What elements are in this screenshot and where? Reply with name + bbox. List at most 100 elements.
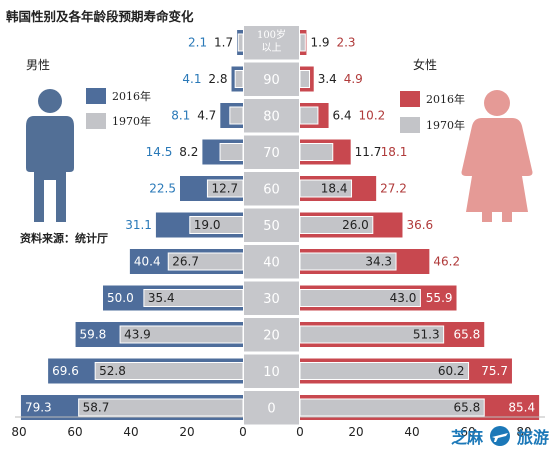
legend-label-female-2016: 2016年 — [426, 93, 465, 106]
male-figure-icon — [26, 89, 74, 222]
bar-female-1970 — [299, 289, 421, 307]
age-box — [244, 62, 299, 96]
age-box — [244, 26, 299, 60]
value-label-female-2016: 75.7 — [481, 364, 508, 378]
age-label: 10 — [263, 365, 280, 380]
x-tick-right: 0 — [296, 425, 304, 439]
value-label-male-2016: 50.0 — [107, 291, 134, 305]
value-label-female-2016: 18.1 — [381, 145, 408, 159]
x-tick-right: 20 — [348, 425, 363, 439]
value-label-female-1970: 51.3 — [413, 328, 440, 342]
value-label-male-2016: 8.1 — [171, 109, 190, 123]
value-label-male-2016: 69.6 — [52, 364, 79, 378]
age-label: 0 — [267, 402, 275, 417]
female-figure-icon — [461, 90, 533, 222]
value-label-male-1970: 43.9 — [124, 328, 151, 342]
bar-male-1970 — [234, 70, 244, 88]
value-label-male-2016: 40.4 — [134, 255, 161, 269]
value-label-male-1970: 26.7 — [172, 255, 199, 269]
value-label-female-2016: 55.9 — [426, 291, 453, 305]
value-label-female-2016: 46.2 — [433, 255, 460, 269]
value-label-female-1970: 6.4 — [333, 109, 352, 123]
bar-male-1970 — [143, 289, 244, 307]
value-label-female-2016: 27.2 — [380, 182, 407, 196]
value-label-male-1970: 19.0 — [194, 218, 221, 232]
value-label-female-1970: 34.3 — [365, 255, 392, 269]
value-label-female-1970: 11.7 — [355, 145, 382, 159]
bar-female-1970 — [299, 70, 311, 88]
legend-item-female-2016: 2016年 — [400, 91, 465, 107]
age-box — [244, 354, 299, 388]
legend-swatch-male-1970 — [86, 113, 106, 129]
age-box — [244, 172, 299, 206]
value-label-male-1970: 4.7 — [197, 109, 216, 123]
bar-male-1970 — [94, 362, 244, 380]
bar-female-1970 — [299, 398, 485, 417]
bar-male-1970 — [189, 216, 244, 234]
legend-swatch-male-2016 — [86, 88, 106, 104]
bar-male-1970 — [119, 325, 244, 344]
bar-female-1970 — [299, 216, 374, 234]
bar-male-1970 — [206, 179, 244, 198]
bar-female-1970 — [299, 179, 353, 198]
age-label: 30 — [263, 292, 280, 307]
value-label-female-2016: 4.9 — [344, 72, 363, 86]
age-box — [244, 135, 299, 169]
value-label-male-2016: 59.8 — [80, 328, 107, 342]
bar-female-1970 — [299, 252, 397, 271]
bar-female-1970 — [299, 106, 319, 125]
legend-label-male-2016: 2016年 — [112, 90, 151, 103]
x-tick-left: 20 — [179, 425, 194, 439]
bar-female-1970 — [299, 33, 306, 52]
chart-title: 韩国性别及各年龄段预期寿命变化 — [6, 9, 194, 24]
value-label-female-1970: 18.4 — [321, 182, 348, 196]
male-label: 男性 — [26, 58, 51, 72]
bar-female-1970 — [299, 143, 334, 161]
value-label-female-2016: 36.6 — [406, 218, 433, 232]
value-label-male-2016: 14.5 — [146, 145, 173, 159]
value-label-male-2016: 31.1 — [125, 218, 152, 232]
value-label-male-1970: 2.8 — [208, 72, 227, 86]
legend-label-female-1970: 1970年 — [426, 119, 465, 132]
age-box — [244, 99, 299, 133]
value-label-female-1970: 43.0 — [390, 291, 417, 305]
watermark-text-left: 芝麻 — [450, 428, 483, 447]
age-label: 40 — [263, 256, 280, 271]
value-label-male-1970: 58.7 — [83, 401, 110, 415]
age-box — [244, 208, 299, 242]
value-label-female-1970: 1.9 — [310, 36, 329, 50]
value-label-male-1970: 35.4 — [148, 291, 175, 305]
bar-female-1970 — [299, 362, 470, 380]
female-label: 女性 — [413, 58, 438, 72]
bar-male-1970 — [237, 33, 244, 52]
legend-label-male-1970: 1970年 — [112, 115, 151, 128]
data-source: 资料来源：统计厅 — [20, 232, 108, 245]
watermark-text-right: 旅游 — [516, 428, 549, 447]
legend-item-male-1970: 1970年 — [86, 113, 151, 129]
value-label-male-1970: 12.7 — [211, 182, 238, 196]
value-label-female-1970: 26.0 — [342, 218, 369, 232]
value-label-male-1970: 8.2 — [179, 145, 198, 159]
value-label-male-2016: 4.1 — [182, 72, 201, 86]
bar-male-1970 — [78, 398, 244, 417]
legend-swatch-female-2016 — [400, 91, 420, 107]
bar-male-1970 — [219, 143, 244, 161]
value-label-male-2016: 79.3 — [25, 401, 52, 415]
x-tick-right: 60 — [460, 425, 475, 439]
x-tick-right: 80 — [516, 425, 531, 439]
age-label: 80 — [263, 110, 280, 125]
value-label-female-2016: 10.2 — [359, 109, 386, 123]
age-label: 以上 — [262, 42, 282, 54]
value-label-female-2016: 85.4 — [508, 401, 535, 415]
watermark-logo: 芝麻 旅游 — [451, 424, 549, 448]
legend-item-male-2016: 2016年 — [86, 88, 151, 104]
age-label: 90 — [263, 73, 280, 88]
value-label-male-1970: 1.7 — [214, 36, 233, 50]
value-label-female-1970: 3.4 — [318, 72, 337, 86]
x-tick-left: 0 — [239, 425, 247, 439]
age-label: 60 — [263, 183, 280, 198]
bar-male-1970 — [229, 106, 244, 125]
x-tick-right: 40 — [404, 425, 419, 439]
